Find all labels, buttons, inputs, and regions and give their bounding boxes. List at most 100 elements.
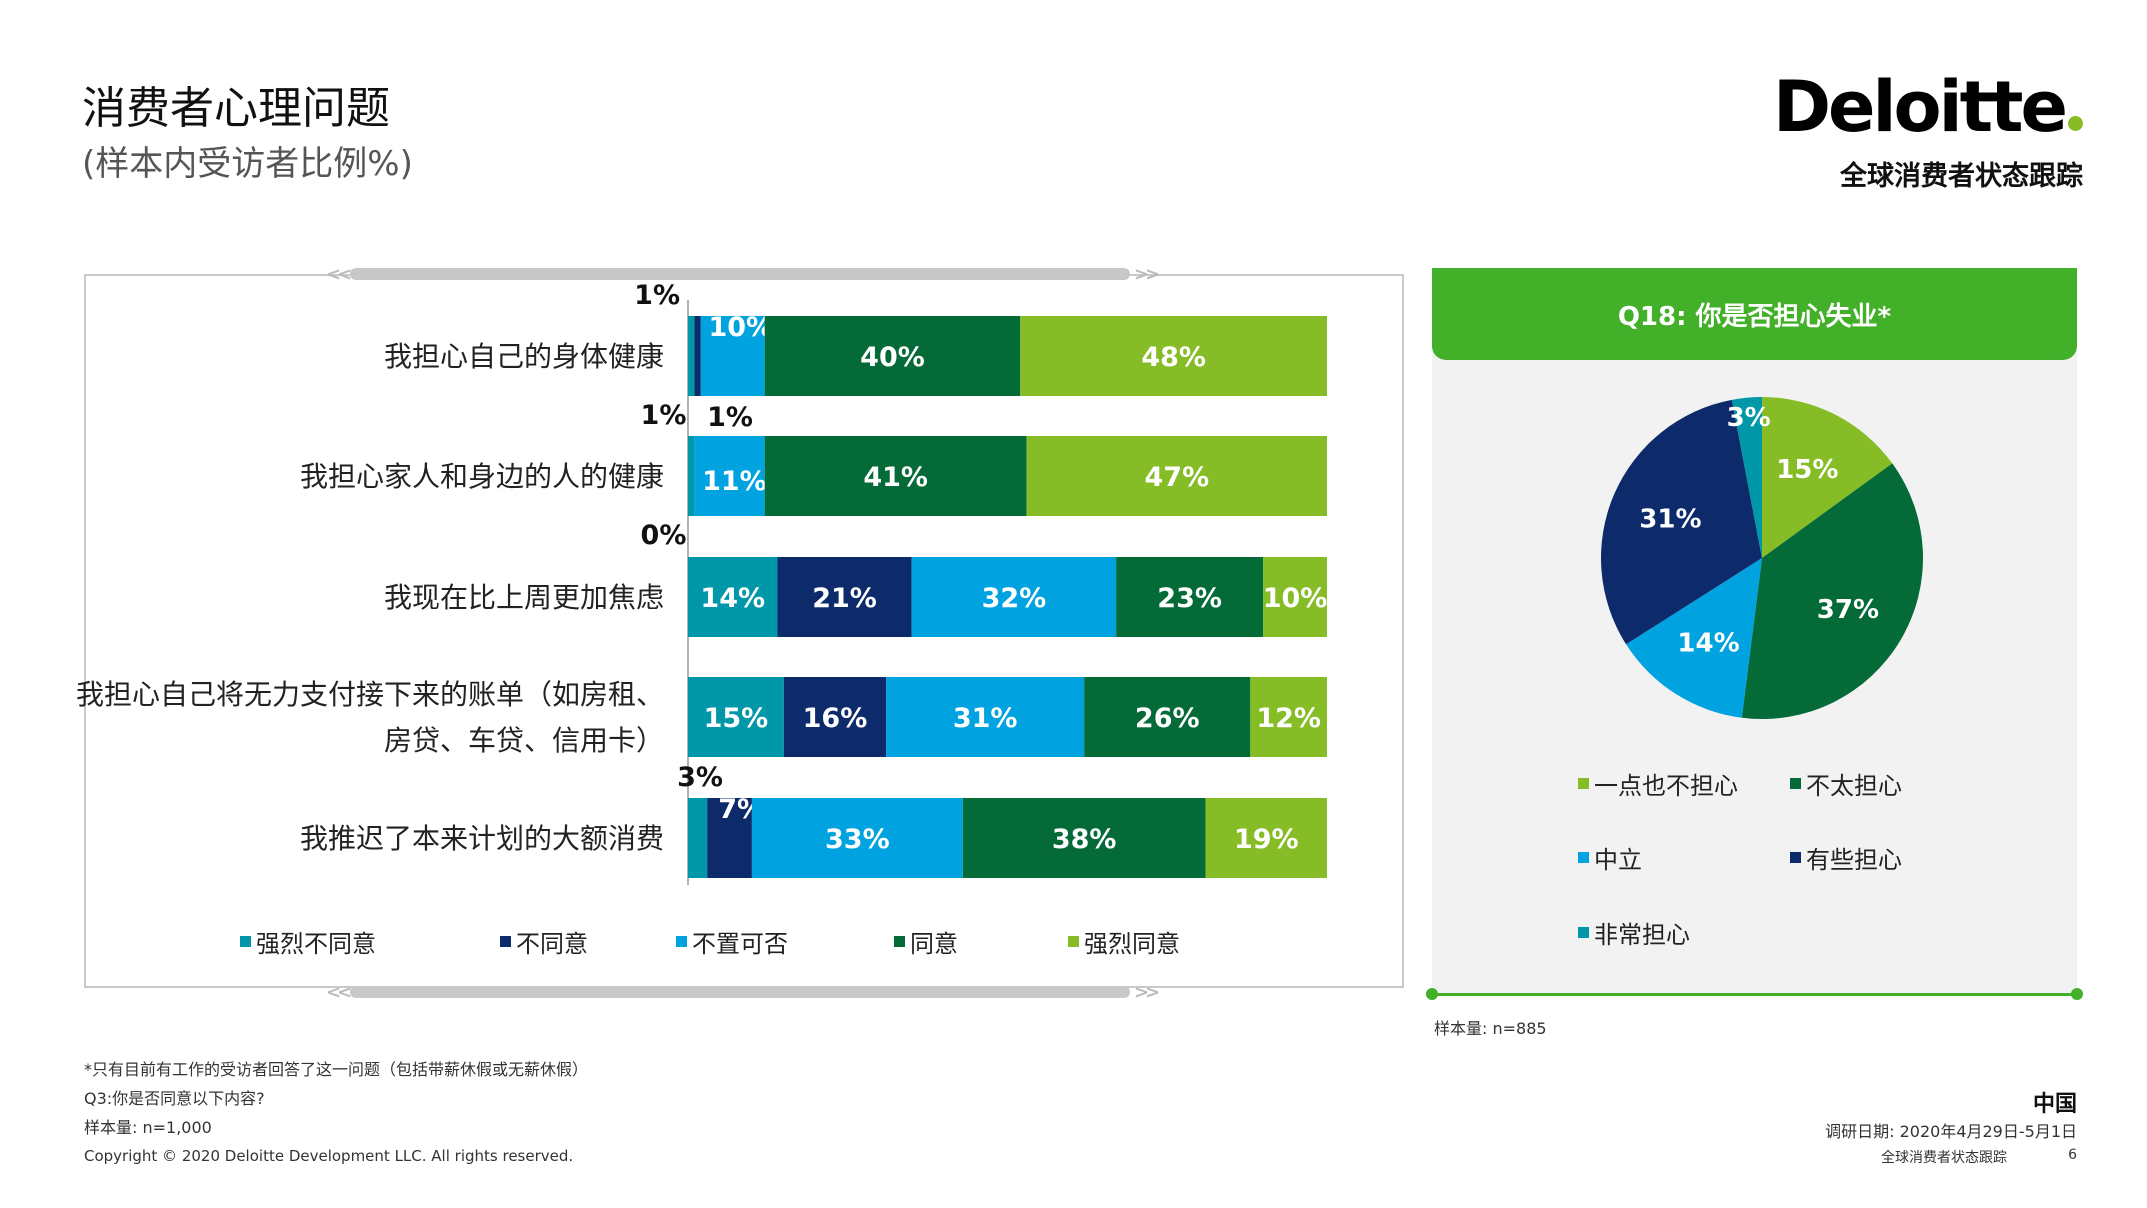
bar-value-label-0-row-1: 1% (707, 402, 753, 433)
bar-value-label-0-row-2: 14% (700, 583, 765, 614)
bar-segment-4-row-3 (1250, 677, 1327, 757)
legend-swatch-icon (1790, 778, 1801, 789)
bar-legend-item: 强烈不同意 (240, 924, 376, 959)
bar-segment-0-row-1 (688, 436, 695, 516)
bar-value-label-0-row-0: 1% (634, 280, 680, 311)
bar-value-label-0-row-3: 15% (704, 703, 769, 734)
pie-legend-item: 一点也不担心 (1578, 766, 1738, 801)
pie-value-label-2: 14% (1677, 628, 1739, 658)
scroll-right-arrow-icon-bottom: >> (1134, 982, 1160, 1003)
bar-category-label: 我担心自己将无力支付接下来的账单（如房租、 (76, 678, 664, 711)
legend-swatch-icon (894, 936, 905, 947)
scroll-left-arrow-icon-top: << (326, 264, 352, 285)
bar-segment-1-row-3 (783, 677, 887, 757)
bar-segment-4-row-2 (1263, 557, 1327, 637)
legend-swatch-icon (1790, 852, 1801, 863)
bar-segment-2-row-3 (886, 677, 1085, 757)
pie-legend-item: 有些担心 (1790, 840, 1902, 875)
pie-slice-2 (1626, 558, 1762, 718)
pie-panel-divider (1432, 993, 2077, 996)
bar-value-label-1-row-3: 16% (803, 703, 868, 734)
logo-dot-icon (2068, 116, 2083, 131)
footnote-sample: 样本量: n=1,000 (84, 1118, 212, 1137)
pie-legend-label: 中立 (1594, 846, 1642, 874)
bar-value-label-2-row-3: 31% (953, 703, 1018, 734)
pie-legend-item: 中立 (1578, 840, 1642, 875)
bar-segment-1-row-2 (777, 557, 912, 637)
bar-legend-label: 同意 (910, 930, 958, 958)
bar-segment-4-row-4 (1205, 798, 1327, 878)
bar-category-label: 我担心家人和身边的人的健康 (300, 460, 664, 493)
page-number: 6 (2068, 1147, 2077, 1163)
pie-value-label-4: 3% (1727, 403, 1771, 433)
bar-segment-0-row-4 (688, 798, 708, 878)
bar-segment-3-row-2 (1116, 557, 1264, 637)
bar-category-label: 我担心自己的身体健康 (384, 340, 664, 373)
bar-value-label-2-row-4: 33% (825, 824, 890, 855)
pie-legend-label: 一点也不担心 (1594, 772, 1738, 800)
pie-value-label-3: 31% (1639, 504, 1701, 534)
bar-segment-4-row-1 (1026, 436, 1327, 516)
legend-swatch-icon (500, 936, 511, 947)
bar-value-label-3-row-4: 38% (1052, 824, 1117, 855)
bar-segment-4-row-0 (1020, 316, 1327, 396)
pie-legend-label: 有些担心 (1806, 846, 1902, 874)
scrollbar-top[interactable] (350, 268, 1130, 280)
bar-value-label-4-row-1: 47% (1145, 462, 1210, 493)
bar-legend-label: 强烈同意 (1084, 930, 1180, 958)
pie-legend-item: 不太担心 (1790, 766, 1902, 801)
bar-value-label-1-row-1: 0% (641, 520, 687, 551)
bar-legend-item: 强烈同意 (1068, 924, 1180, 959)
survey-date: 调研日期: 2020年4月29日-5月1日 (1825, 1122, 2077, 1141)
scrollbar-bottom[interactable] (350, 986, 1130, 998)
page-title: 消费者心理问题 (82, 83, 390, 134)
bar-segment-2-row-1 (694, 436, 765, 516)
pie-value-label-1: 37% (1817, 595, 1879, 625)
bar-value-label-4-row-4: 19% (1234, 824, 1299, 855)
bar-legend-item: 同意 (894, 924, 958, 959)
pie-legend-label: 非常担心 (1594, 921, 1690, 949)
bar-segment-2-row-0 (700, 316, 765, 396)
legend-swatch-icon (1578, 927, 1589, 938)
divider-right-dot-icon (2071, 988, 2083, 1000)
bar-category-label: 房贷、车贷、信用卡） (384, 724, 664, 757)
legend-swatch-icon (1068, 936, 1079, 947)
page-subtitle: (样本内受访者比例%) (82, 144, 413, 184)
deloitte-logo: Deloitte (1773, 66, 2083, 148)
bar-value-label-4-row-3: 12% (1256, 703, 1321, 734)
bar-legend-label: 不同意 (516, 930, 588, 958)
bar-legend-item: 不同意 (500, 924, 588, 959)
bar-legend-label: 强烈不同意 (256, 930, 376, 958)
bar-value-label-3-row-1: 41% (863, 462, 928, 493)
bar-value-label-3-row-2: 23% (1157, 583, 1222, 614)
bar-segment-1-row-4 (707, 798, 752, 878)
bar-segment-0-row-2 (688, 557, 778, 637)
bar-value-label-4-row-2: 10% (1263, 583, 1328, 614)
pie-slice-3 (1601, 399, 1762, 645)
bar-value-label-4-row-0: 48% (1141, 342, 1206, 373)
legend-swatch-icon (1578, 852, 1589, 863)
country-label: 中国 (2032, 1092, 2077, 1117)
bar-segment-0-row-0 (688, 316, 695, 396)
footer-tracker: 全球消费者状态跟踪 (1881, 1150, 2007, 1166)
pie-legend-label: 不太担心 (1806, 772, 1902, 800)
legend-swatch-icon (676, 936, 687, 947)
pie-slice-4 (1731, 397, 1762, 558)
bar-legend-label: 不置可否 (692, 930, 788, 958)
bar-segment-3-row-0 (764, 316, 1021, 396)
pie-chart-title: Q18: 你是否担心失业* (1432, 268, 2077, 360)
bar-legend-item: 不置可否 (676, 924, 788, 959)
pie-legend-item: 非常担心 (1578, 915, 1690, 950)
bar-value-label-2-row-2: 32% (982, 583, 1047, 614)
pie-sample-size: 样本量: n=885 (1434, 1019, 1547, 1038)
bar-value-label-1-row-0: 1% (641, 400, 687, 431)
pie-slice-0 (1762, 397, 1893, 558)
bar-value-label-3-row-3: 26% (1135, 703, 1200, 734)
bar-segment-1-row-0 (694, 316, 701, 396)
bar-segment-0-row-3 (688, 677, 784, 757)
legend-swatch-icon (240, 936, 251, 947)
bar-segment-2-row-2 (911, 557, 1117, 637)
logo-text: Deloitte (1772, 66, 2068, 148)
